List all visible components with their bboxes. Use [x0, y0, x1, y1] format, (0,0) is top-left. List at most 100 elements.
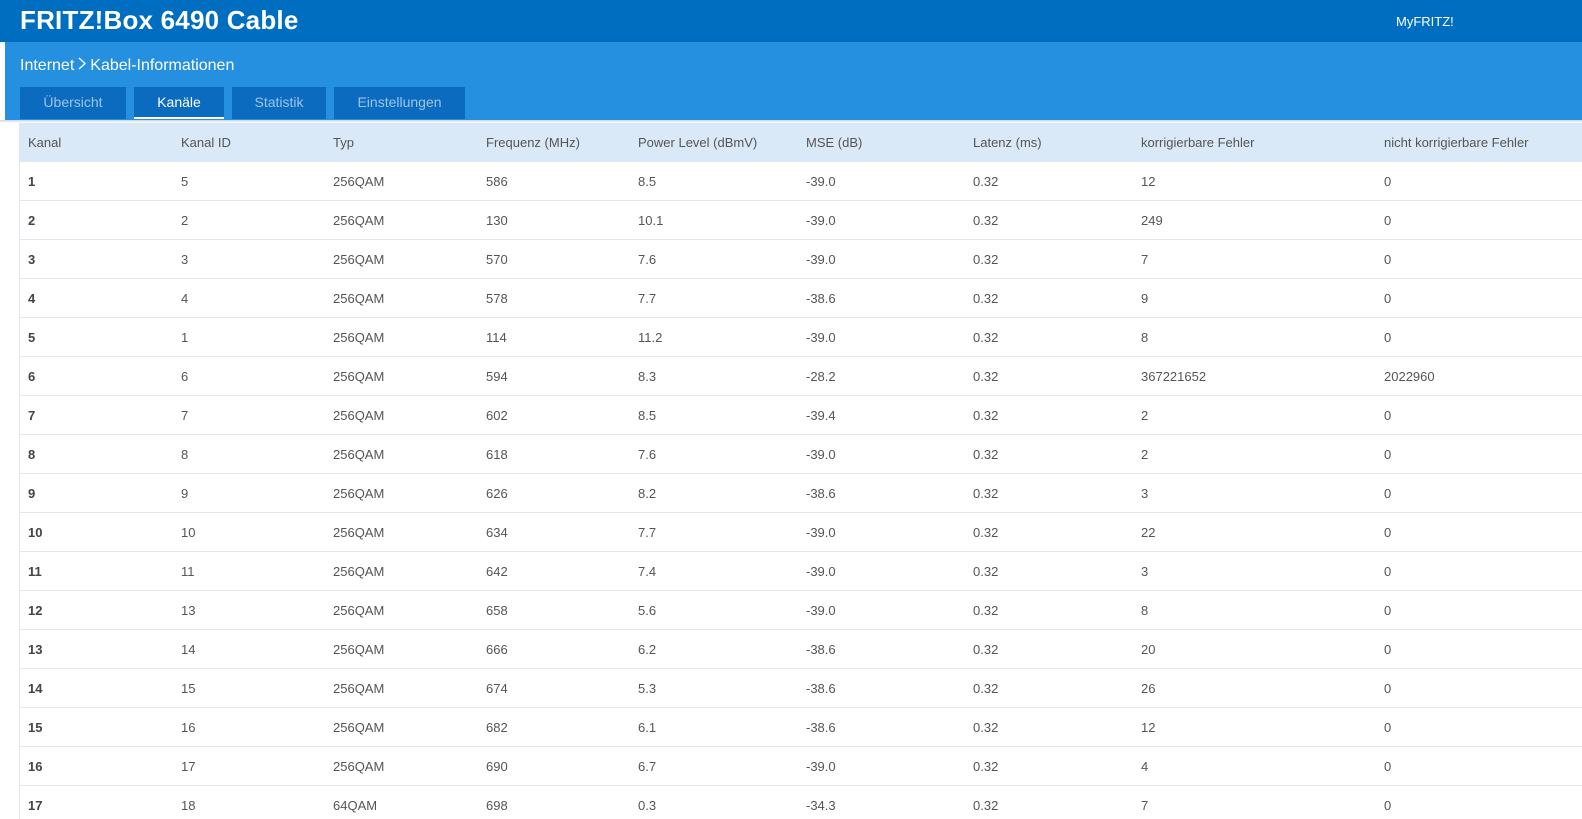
- table-cell: 690: [478, 746, 630, 786]
- breadcrumb-current: Kabel-Informationen: [90, 57, 235, 74]
- table-cell: 0: [1376, 239, 1582, 279]
- myfritz-link[interactable]: MyFRITZ!: [1396, 14, 1454, 29]
- tab-uebersicht[interactable]: Übersicht: [20, 87, 126, 119]
- table-row: 12 13 256QAM 658 5.6 -39.0 0.32 8 0: [20, 590, 1582, 630]
- table-cell: -38.6: [798, 473, 965, 513]
- table-cell: 7: [1133, 785, 1376, 819]
- table-cell: 14: [20, 668, 173, 708]
- table-row: 4 4 256QAM 578 7.7 -38.6 0.32 9 0: [20, 278, 1582, 318]
- table-cell: 8.2: [630, 473, 798, 513]
- table-cell: 0.32: [965, 551, 1133, 591]
- table-cell: 256QAM: [325, 590, 478, 630]
- table-row: 7 7 256QAM 602 8.5 -39.4 0.32 2 0: [20, 395, 1582, 435]
- table-cell: 256QAM: [325, 239, 478, 279]
- table-row: 5 1 256QAM 114 11.2 -39.0 0.32 8 0: [20, 317, 1582, 357]
- tab-einstellungen[interactable]: Einstellungen: [334, 87, 465, 119]
- table-cell: 698: [478, 785, 630, 819]
- table-cell: 256QAM: [325, 317, 478, 357]
- table-cell: 256QAM: [325, 473, 478, 513]
- table-cell: 682: [478, 707, 630, 747]
- table-cell: 13: [20, 629, 173, 669]
- table-cell: 14: [173, 629, 325, 669]
- table-cell: 0.32: [965, 317, 1133, 357]
- table-cell: 22: [1133, 512, 1376, 552]
- table-row: 13 14 256QAM 666 6.2 -38.6 0.32 20 0: [20, 629, 1582, 669]
- table-cell: 658: [478, 590, 630, 630]
- table-row: 8 8 256QAM 618 7.6 -39.0 0.32 2 0: [20, 434, 1582, 474]
- table-cell: 7: [20, 395, 173, 435]
- table-cell: 9: [20, 473, 173, 513]
- column-header: Kanal: [20, 123, 173, 162]
- table-cell: 0.32: [965, 434, 1133, 474]
- table-cell: 0.32: [965, 473, 1133, 513]
- table-cell: 586: [478, 162, 630, 201]
- chevron-right-icon: [78, 57, 87, 75]
- table-cell: 16: [20, 746, 173, 786]
- tab-kanaele[interactable]: Kanäle: [134, 87, 224, 119]
- table-cell: 10: [20, 512, 173, 552]
- table-cell: -39.0: [798, 551, 965, 591]
- table-cell: 9: [173, 473, 325, 513]
- tab-statistik[interactable]: Statistik: [232, 87, 326, 119]
- column-header: Typ: [325, 123, 478, 162]
- table-cell: 674: [478, 668, 630, 708]
- table-cell: 256QAM: [325, 629, 478, 669]
- table-cell: 7.7: [630, 512, 798, 552]
- table-cell: 0.32: [965, 356, 1133, 396]
- table-row: 14 15 256QAM 674 5.3 -38.6 0.32 26 0: [20, 668, 1582, 708]
- table-cell: 7.6: [630, 239, 798, 279]
- table-cell: 570: [478, 239, 630, 279]
- table-cell: 6: [20, 356, 173, 396]
- table-cell: 5: [20, 317, 173, 357]
- header-shadow: [0, 120, 1582, 123]
- table-cell: 0: [1376, 668, 1582, 708]
- table-cell: 8.5: [630, 162, 798, 201]
- table-row: 3 3 256QAM 570 7.6 -39.0 0.32 7 0: [20, 239, 1582, 279]
- table-cell: 256QAM: [325, 434, 478, 474]
- table-header-row: Kanal Kanal ID Typ Frequenz (MHz) Power Leve…: [20, 123, 1582, 162]
- table-row: 16 17 256QAM 690 6.7 -39.0 0.32 4 0: [20, 746, 1582, 786]
- table-cell: 8.3: [630, 356, 798, 396]
- table-cell: 0.32: [965, 162, 1133, 201]
- table-cell: 12: [1133, 162, 1376, 201]
- table-cell: 256QAM: [325, 356, 478, 396]
- table-cell: 618: [478, 434, 630, 474]
- table-cell: 2: [20, 200, 173, 240]
- table-cell: 9: [1133, 278, 1376, 318]
- column-header: nicht korrigierbare Fehler: [1376, 123, 1582, 162]
- table-cell: 17: [20, 785, 173, 819]
- table-cell: 8: [173, 434, 325, 474]
- table-cell: 256QAM: [325, 162, 478, 201]
- table-cell: 2022960: [1376, 356, 1582, 396]
- table-cell: 367221652: [1133, 356, 1376, 396]
- table-cell: 11: [20, 551, 173, 591]
- table-cell: 0.32: [965, 239, 1133, 279]
- table-cell: 0.32: [965, 746, 1133, 786]
- breadcrumb-parent[interactable]: Internet: [20, 57, 75, 74]
- table-cell: 6.2: [630, 629, 798, 669]
- table-cell: 0: [1376, 512, 1582, 552]
- table-cell: 0: [1376, 785, 1582, 819]
- table-cell: 249: [1133, 200, 1376, 240]
- table-cell: 256QAM: [325, 707, 478, 747]
- table-cell: 666: [478, 629, 630, 669]
- table-cell: -38.6: [798, 707, 965, 747]
- table-cell: 2: [1133, 395, 1376, 435]
- table-cell: -39.0: [798, 434, 965, 474]
- table-cell: 0: [1376, 434, 1582, 474]
- table-cell: 8: [1133, 590, 1376, 630]
- table-cell: 256QAM: [325, 395, 478, 435]
- column-header: Frequenz (MHz): [478, 123, 630, 162]
- table-cell: 10: [173, 512, 325, 552]
- table-cell: 64QAM: [325, 785, 478, 819]
- table-cell: 1: [173, 317, 325, 357]
- table-cell: -39.4: [798, 395, 965, 435]
- table-cell: 16: [173, 707, 325, 747]
- table-cell: 0: [1376, 707, 1582, 747]
- table-row: 11 11 256QAM 642 7.4 -39.0 0.32 3 0: [20, 551, 1582, 591]
- table-cell: 2: [1133, 434, 1376, 474]
- table-cell: 626: [478, 473, 630, 513]
- table-cell: 8.5: [630, 395, 798, 435]
- table-cell: 634: [478, 512, 630, 552]
- table-cell: 3: [1133, 473, 1376, 513]
